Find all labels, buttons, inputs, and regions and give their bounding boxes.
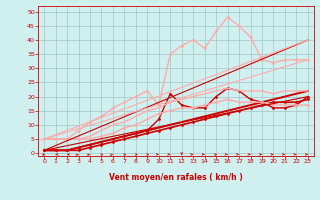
X-axis label: Vent moyen/en rafales ( km/h ): Vent moyen/en rafales ( km/h ) <box>109 173 243 182</box>
